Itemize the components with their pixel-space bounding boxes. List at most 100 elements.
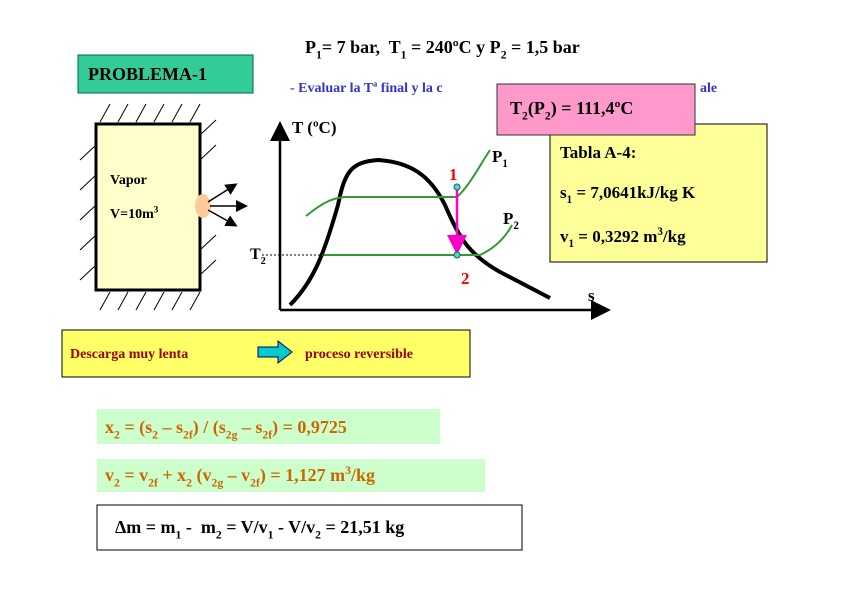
- state-point: [453, 183, 461, 191]
- isobar-p1: [305, 149, 491, 217]
- text-run: P: [492, 147, 502, 166]
- text-run: V=10m: [110, 207, 154, 222]
- text-run: Vapor: [110, 173, 147, 188]
- subscript: 2: [501, 48, 507, 61]
- text-run: /kg: [662, 227, 686, 246]
- tank-hatching: [79, 103, 217, 311]
- subscript: 2: [315, 528, 321, 541]
- t2-label: T2: [250, 246, 266, 267]
- subscript: 2g: [211, 476, 223, 489]
- subscript: 2f: [148, 476, 158, 489]
- subscript: 1: [176, 528, 182, 541]
- implies-arrow: [257, 339, 293, 365]
- formula-box: [97, 409, 440, 444]
- text-run: P: [305, 37, 316, 57]
- text-run: v: [105, 465, 114, 485]
- text-run: = 1,5 bar: [507, 37, 580, 57]
- table-title: Tabla A-4:: [560, 143, 636, 162]
- text-run: ) = 1,127 m: [260, 465, 345, 486]
- subscript: 3: [657, 226, 663, 238]
- text-run: T: [250, 246, 261, 263]
- steam-arrows: [207, 183, 248, 227]
- text-run: - m: [181, 517, 216, 537]
- subscript: 1: [502, 158, 508, 170]
- text-run: = 7,0641kJ/kg K: [572, 183, 696, 202]
- y-axis-label: T (ºC): [292, 118, 337, 137]
- text-run: = (s: [120, 417, 152, 438]
- nozzle: [195, 194, 211, 218]
- ts-axes: [270, 121, 611, 320]
- note-text: Descarga muy lenta: [70, 347, 188, 362]
- subscript: 1: [567, 194, 573, 206]
- callout-box: [496, 83, 696, 136]
- text-run: ) = 0,9725: [272, 417, 347, 438]
- subscript: 2g: [226, 428, 238, 441]
- subscript: 2f: [183, 428, 193, 441]
- subscript: 1: [401, 48, 407, 61]
- text-run: Δm = m: [115, 517, 176, 537]
- subscript: 3: [154, 204, 159, 214]
- subscript: 2: [545, 109, 551, 122]
- tank-label: V=10m3: [110, 204, 159, 222]
- formula: Δm = m1 - m2 = V/v1 - V/v2 = 21,51 kg: [115, 517, 404, 541]
- point-label: 1: [449, 165, 458, 184]
- text-run: v: [560, 227, 569, 246]
- isobar-label: P2: [503, 209, 519, 232]
- subscript: 2: [114, 476, 120, 489]
- text-run: - V/v: [274, 517, 316, 537]
- formula-box: [96, 504, 523, 551]
- text-run: = 0,3292 m: [574, 227, 657, 246]
- text-run: (P: [528, 98, 545, 119]
- subscript: 1: [316, 48, 322, 61]
- text-run: T: [510, 98, 522, 118]
- problem-label: PROBLEMA-1: [88, 64, 207, 84]
- isobar-p2: [322, 224, 513, 256]
- isobar-label: P1: [492, 147, 508, 170]
- x-axis-label: s: [588, 286, 595, 305]
- subtitle: ale: [700, 81, 717, 96]
- formula-box: [97, 459, 485, 492]
- saturation-dome: [288, 157, 551, 307]
- text-run: ) / (s: [193, 417, 226, 438]
- subscript: 2f: [250, 476, 260, 489]
- subscript: 2: [216, 528, 222, 541]
- text-run: = 7 bar, T: [322, 37, 401, 57]
- point-label: 2: [461, 269, 470, 288]
- subscript: 2: [513, 220, 519, 232]
- text-run: (v: [192, 465, 212, 486]
- table-line: s1 = 7,0641kJ/kg K: [560, 183, 696, 206]
- subscript: 2: [114, 428, 120, 441]
- text-run: s: [560, 183, 567, 202]
- text-run: x: [105, 417, 114, 437]
- text-run: = v: [120, 465, 148, 485]
- subscript: 2: [152, 428, 158, 441]
- state-point: [453, 251, 461, 259]
- subscript: 2: [261, 256, 266, 267]
- subscript: 1: [569, 238, 575, 250]
- text-run: ) = 111,4ºC: [551, 98, 634, 119]
- callout: T2(P2) = 111,4ºC: [510, 98, 633, 122]
- subscript: 2f: [262, 428, 272, 441]
- subscript: 3: [345, 464, 351, 477]
- text-run: /kg: [350, 465, 375, 485]
- subscript: 1: [268, 528, 274, 541]
- text-run: = 21,51 kg: [321, 517, 404, 537]
- text-run: P: [503, 209, 513, 228]
- table-line: v1 = 0,3292 m3/kg: [560, 226, 686, 250]
- text-run: – s: [158, 417, 183, 437]
- formula: x2 = (s2 – s2f) / (s2g – s2f) = 0,9725: [105, 417, 347, 441]
- text-run: + x: [158, 465, 186, 485]
- problem-box: [77, 54, 254, 94]
- subtitle: - Evaluar la Tª final y la c: [290, 81, 443, 96]
- header: P1= 7 bar, T1 = 240ºC y P2 = 1,5 bar: [305, 37, 580, 61]
- subscript: 2: [522, 109, 528, 122]
- text-run: = 240ºC y P: [406, 37, 500, 57]
- note-text: proceso reversible: [305, 347, 413, 362]
- formula: v2 = v2f + x2 (v2g – v2f) = 1,127 m3/kg: [105, 464, 375, 490]
- text-run: = V/v: [222, 517, 268, 537]
- text-run: – s: [237, 417, 262, 437]
- subscript: 2: [186, 476, 192, 489]
- tank-label: Vapor: [110, 173, 147, 188]
- text-run: – v: [223, 465, 250, 485]
